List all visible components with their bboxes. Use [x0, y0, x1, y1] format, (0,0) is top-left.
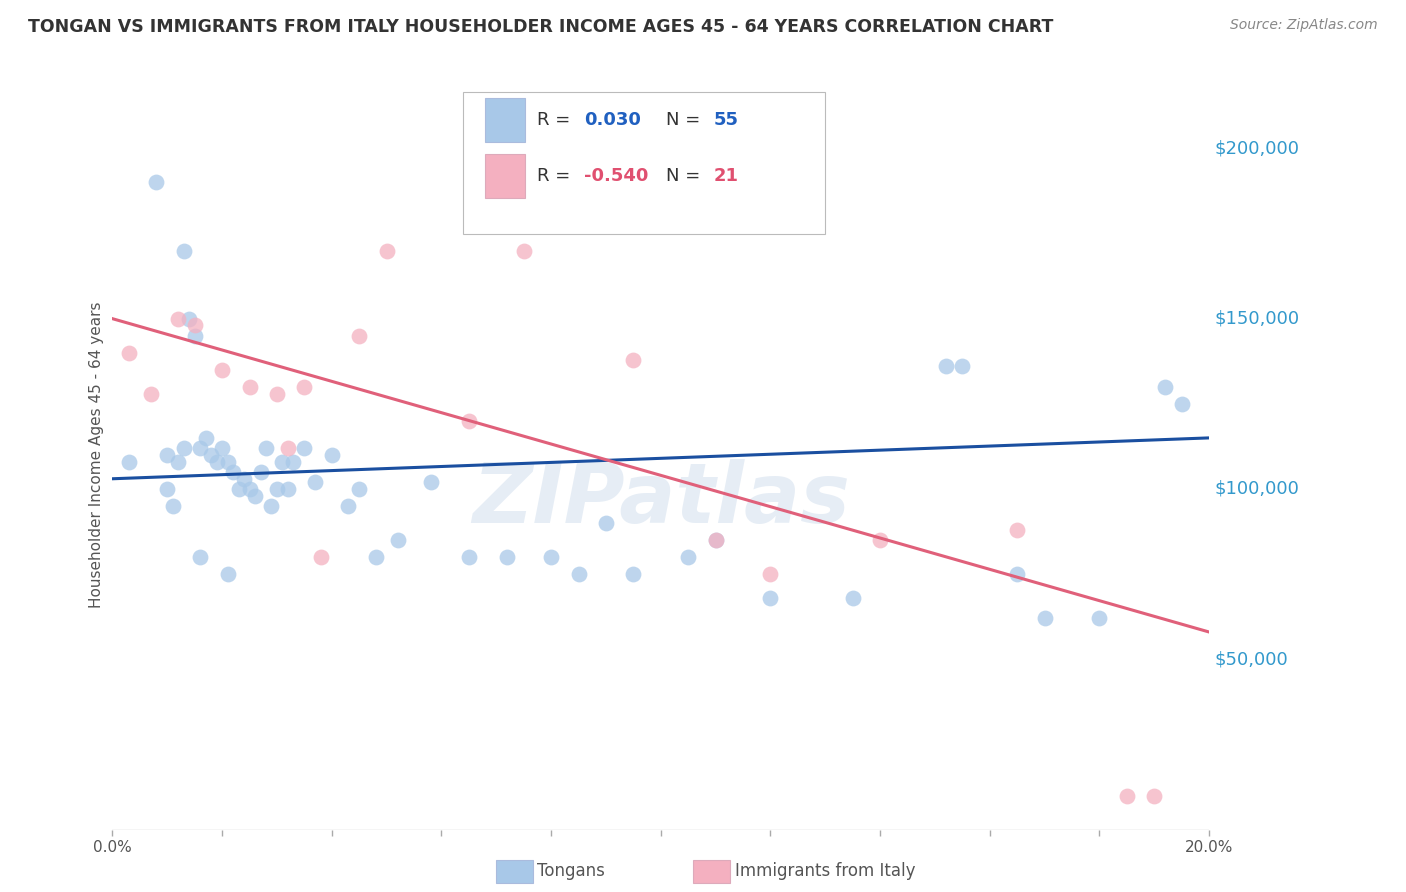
Text: 0.030: 0.030: [583, 111, 641, 128]
Y-axis label: Householder Income Ages 45 - 64 years: Householder Income Ages 45 - 64 years: [89, 301, 104, 608]
Point: [621, 567, 644, 582]
Text: Tongans: Tongans: [537, 863, 605, 880]
Point: [704, 533, 727, 547]
Point: [1033, 611, 1056, 625]
Point: [292, 380, 315, 394]
Point: [277, 441, 299, 455]
Point: [1007, 567, 1029, 582]
Point: [217, 455, 239, 469]
Point: [621, 352, 644, 367]
Point: [162, 499, 184, 513]
Point: [118, 345, 141, 359]
Point: [337, 499, 360, 513]
Point: [266, 386, 288, 401]
Text: 21: 21: [713, 167, 738, 185]
Text: N =: N =: [666, 167, 706, 185]
Text: -0.540: -0.540: [583, 167, 648, 185]
Point: [228, 482, 250, 496]
Point: [513, 244, 536, 258]
Point: [173, 244, 195, 258]
Point: [277, 482, 299, 496]
Point: [183, 318, 207, 333]
Point: [568, 567, 591, 582]
Point: [349, 328, 371, 343]
Text: $50,000: $50,000: [1215, 650, 1288, 668]
Text: $100,000: $100,000: [1215, 480, 1299, 498]
Text: TONGAN VS IMMIGRANTS FROM ITALY HOUSEHOLDER INCOME AGES 45 - 64 YEARS CORRELATIO: TONGAN VS IMMIGRANTS FROM ITALY HOUSEHOL…: [28, 18, 1053, 36]
Point: [1088, 611, 1111, 625]
Text: $200,000: $200,000: [1215, 139, 1299, 157]
Point: [271, 455, 294, 469]
Point: [156, 482, 179, 496]
Point: [759, 591, 782, 605]
Point: [254, 441, 277, 455]
Point: [167, 455, 190, 469]
Point: [167, 311, 190, 326]
Point: [321, 448, 343, 462]
Point: [249, 465, 271, 479]
Text: 55: 55: [713, 111, 738, 128]
Point: [1007, 523, 1029, 537]
Point: [935, 359, 957, 374]
Point: [1143, 789, 1166, 803]
Point: [419, 475, 441, 490]
Point: [222, 465, 245, 479]
Point: [260, 499, 283, 513]
Point: [869, 533, 891, 547]
Point: [243, 489, 266, 503]
FancyBboxPatch shape: [485, 153, 524, 198]
Point: [139, 386, 162, 401]
Point: [179, 311, 201, 326]
Point: [292, 441, 315, 455]
Point: [458, 414, 481, 428]
Text: R =: R =: [537, 167, 576, 185]
Point: [239, 482, 262, 496]
Point: [841, 591, 863, 605]
Point: [183, 328, 207, 343]
Point: [540, 550, 562, 565]
Point: [704, 533, 727, 547]
Point: [678, 550, 700, 565]
Text: $150,000: $150,000: [1215, 310, 1299, 327]
Point: [194, 431, 217, 445]
Point: [1116, 789, 1139, 803]
Point: [239, 380, 262, 394]
Point: [156, 448, 179, 462]
Point: [283, 455, 305, 469]
Point: [1154, 380, 1177, 394]
FancyBboxPatch shape: [464, 92, 825, 234]
Point: [304, 475, 326, 490]
Point: [217, 567, 239, 582]
Point: [233, 472, 256, 486]
Point: [595, 516, 617, 530]
Text: Immigrants from Italy: Immigrants from Italy: [735, 863, 915, 880]
Point: [458, 550, 481, 565]
Text: Source: ZipAtlas.com: Source: ZipAtlas.com: [1230, 18, 1378, 32]
Point: [349, 482, 371, 496]
Point: [205, 455, 228, 469]
Point: [364, 550, 387, 565]
Point: [1171, 397, 1194, 411]
Point: [188, 441, 211, 455]
Point: [200, 448, 222, 462]
Point: [266, 482, 288, 496]
Point: [118, 455, 141, 469]
Text: R =: R =: [537, 111, 576, 128]
Point: [145, 176, 167, 190]
Point: [375, 244, 398, 258]
Point: [496, 550, 519, 565]
Text: N =: N =: [666, 111, 706, 128]
Point: [759, 567, 782, 582]
Point: [173, 441, 195, 455]
Point: [387, 533, 409, 547]
Point: [309, 550, 332, 565]
FancyBboxPatch shape: [485, 97, 524, 142]
Text: ZIPatlas: ZIPatlas: [472, 459, 849, 541]
Point: [211, 363, 233, 377]
Point: [188, 550, 211, 565]
Point: [211, 441, 233, 455]
Point: [952, 359, 974, 374]
